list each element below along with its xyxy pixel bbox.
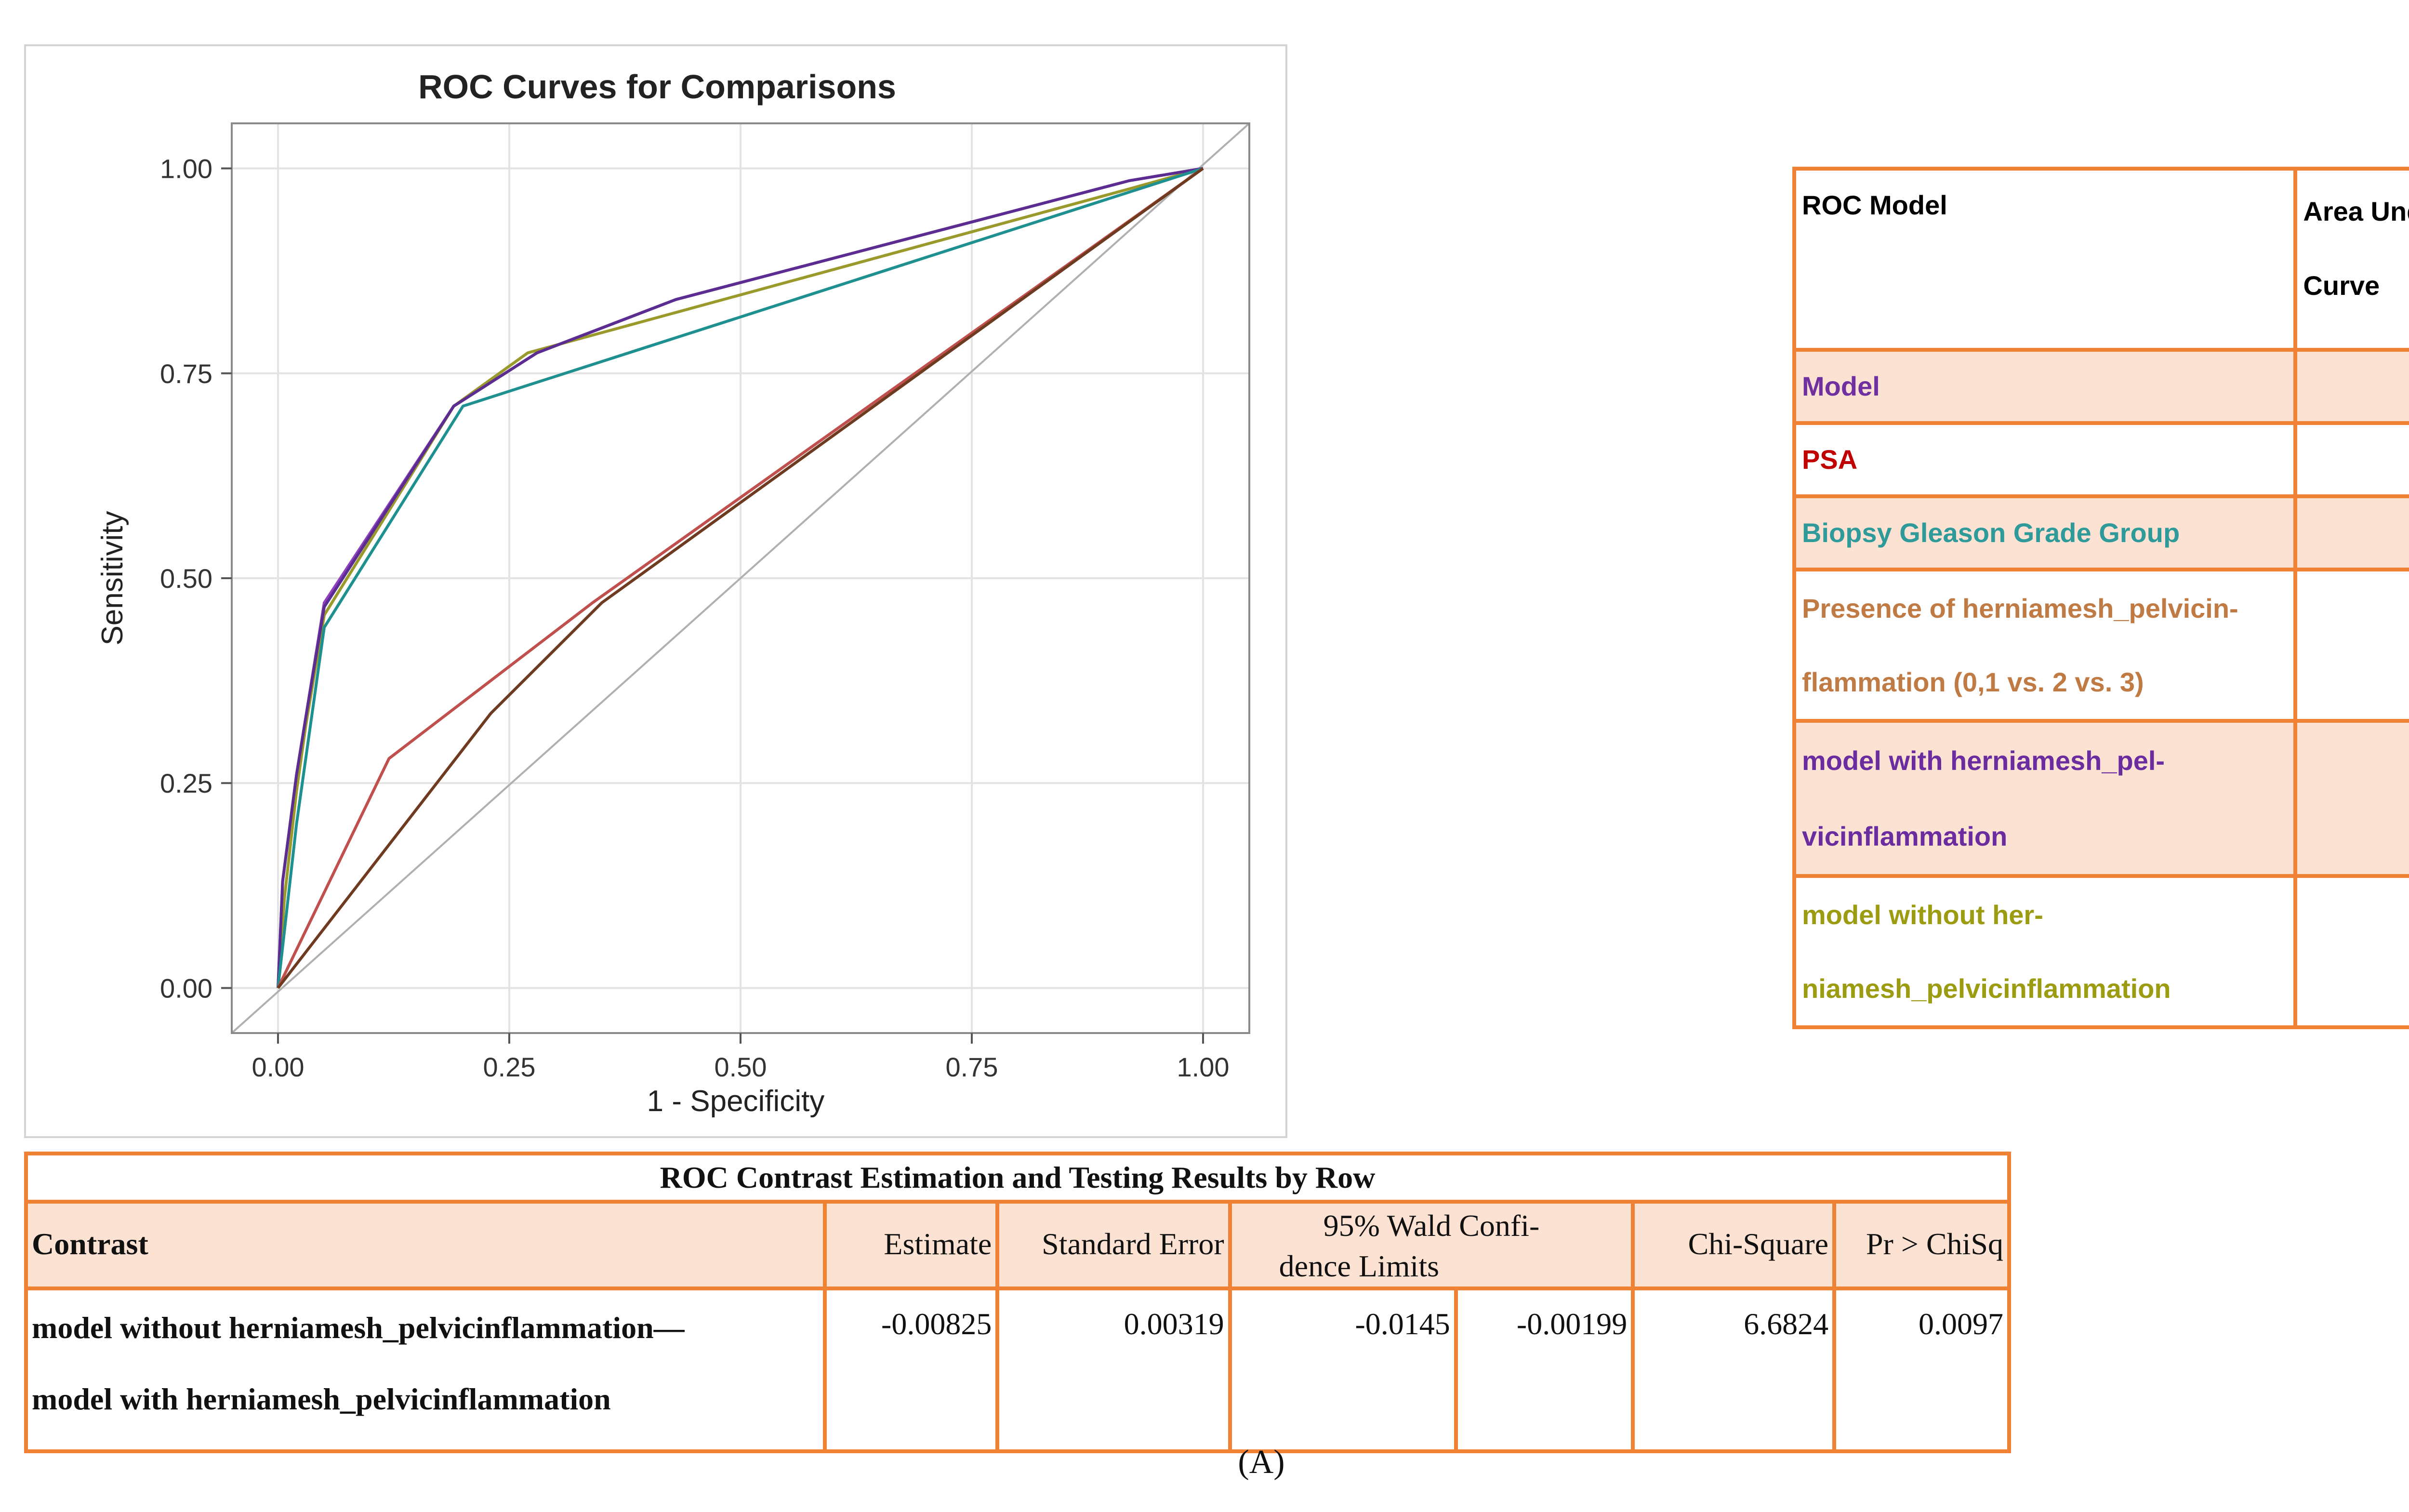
y-tick-label: 0.25 [160, 768, 212, 798]
contrast-row-label-line1: model without herniamesh_pelvicinflammat… [32, 1311, 685, 1345]
auc-row-label-line2: flammation (0,1 vs. 2 vs. 3) [1802, 667, 2144, 697]
auc-header-line2: Curve [2303, 270, 2380, 301]
auc-row-value: 0.5668 [2293, 568, 2409, 723]
auc-row: Model 0.8100 [1792, 348, 2409, 425]
auc-header-model: ROC Model [1792, 167, 2298, 352]
auc-row-value-text: 0.8100 [2303, 723, 2409, 776]
auc-row-value-text: 0.5668 [2303, 571, 2409, 624]
auc-row-value-text: 0.8017 [2303, 878, 2409, 931]
contrast-p-value: 0.0097 [1832, 1287, 2011, 1453]
roc-series [277, 167, 1204, 989]
contrast-data-row: model without herniamesh_pelvicinflammat… [24, 1287, 2011, 1453]
auc-header-line1: Area Under [2303, 196, 2409, 226]
auc-row-label: model without her- niamesh_pelvicinflamm… [1792, 874, 2298, 1029]
auc-row-label-line2: vicinflammation [1802, 821, 2008, 851]
y-tick-label: 0.00 [160, 973, 212, 1003]
y-tick-label: 0.75 [160, 358, 212, 389]
auc-row-label: PSA [1792, 421, 2298, 498]
y-tick-label: 1.00 [160, 154, 212, 184]
figure-caption: (A) [1238, 1444, 1285, 1481]
header-chi-square: Chi-Square [1631, 1200, 1837, 1290]
header-wald-limits: 95% Wald Confi- dence Limits [1228, 1200, 1635, 1290]
contrast-row-label: model without herniamesh_pelvicinflammat… [24, 1287, 827, 1453]
auc-row: Biopsy Gleason Grade Group 0.7832 [1792, 494, 2409, 571]
auc-row-label-line2: niamesh_pelvicinflammation [1802, 973, 2171, 1004]
auc-table: ROC Model Area Under Curve Model 0.8100 … [1792, 167, 2409, 1029]
auc-row-label-line1: model with herniamesh_pel- [1802, 745, 2165, 776]
roc-curve-line [277, 167, 1204, 989]
contrast-row-label-line2: model with herniamesh_pelvicinflammation [32, 1382, 611, 1416]
contrast-upper-limit: -0.00199 [1454, 1287, 1635, 1453]
auc-row-value: 0.8100 [2293, 348, 2409, 425]
x-tick-label: 0.75 [946, 1052, 998, 1082]
header-estimate: Estimate [823, 1200, 1000, 1290]
auc-row: model with herniamesh_pel- vicinflammati… [1792, 719, 2409, 878]
y-tick-label: 0.50 [160, 563, 212, 594]
contrast-title: ROC Contrast Estimation and Testing Resu… [24, 1152, 2011, 1204]
y-axis-ticks: 0.00 0.25 0.50 0.75 1.00 [160, 154, 232, 1003]
contrast-standard-error: 0.00319 [995, 1287, 1232, 1453]
x-tick-label: 1.00 [1177, 1052, 1230, 1082]
auc-row: PSA 0.5810 [1792, 421, 2409, 498]
contrast-title-row: ROC Contrast Estimation and Testing Resu… [24, 1152, 2011, 1204]
header-standard-error: Standard Error [995, 1200, 1232, 1290]
chart-title: ROC Curves for Comparisons [418, 68, 896, 106]
reference-line [231, 122, 1250, 1034]
x-axis-ticks: 0.00 0.25 0.50 0.75 1.00 [252, 1033, 1230, 1082]
auc-row-label: model with herniamesh_pel- vicinflammati… [1792, 719, 2298, 878]
contrast-table: ROC Contrast Estimation and Testing Resu… [24, 1152, 2011, 1453]
auc-row: Presence of herniamesh_pelvicin- flammat… [1792, 568, 2409, 723]
x-tick-label: 0.50 [715, 1052, 767, 1082]
auc-row-value: 0.7832 [2293, 494, 2409, 571]
x-axis-label: 1 - Specificity [647, 1085, 825, 1118]
contrast-header-row: Contrast Estimate Standard Error 95% Wal… [24, 1200, 2011, 1290]
contrast-lower-limit: -0.0145 [1228, 1287, 1458, 1453]
x-tick-label: 0.00 [252, 1052, 304, 1082]
auc-row-value: 0.5810 [2293, 421, 2409, 498]
contrast-estimate: -0.00825 [823, 1287, 1000, 1453]
auc-row-label-line1: Presence of herniamesh_pelvicin- [1802, 593, 2238, 623]
header-p-value: Pr > ChiSq [1832, 1200, 2011, 1290]
header-contrast: Contrast [24, 1200, 827, 1290]
roc-chart-svg: ROC Curves for Comparisons 0.00 0.25 0.50 0… [96, 68, 1250, 1118]
auc-row-label: Biopsy Gleason Grade Group [1792, 494, 2298, 571]
roc-curve-line [277, 167, 1204, 988]
x-tick-label: 0.25 [483, 1052, 536, 1082]
header-wald-line2: dence Limits [1279, 1249, 1439, 1283]
auc-header-area: Area Under Curve [2293, 167, 2409, 352]
grid-lines [232, 123, 1249, 1033]
auc-row-label-line1: model without her- [1802, 900, 2043, 930]
reference-diagonal [231, 122, 1250, 1034]
auc-table-header: ROC Model Area Under Curve [1792, 167, 2409, 352]
auc-row-label: Presence of herniamesh_pelvicin- flammat… [1792, 568, 2298, 723]
auc-row-label: Model [1792, 348, 2298, 425]
header-wald-line1: 95% Wald Confi- [1323, 1208, 1540, 1243]
roc-curve-line [277, 167, 1204, 988]
auc-row-value: 0.8100 [2293, 719, 2409, 878]
roc-curve-line [277, 167, 1204, 989]
contrast-chi-square: 6.6824 [1631, 1287, 1837, 1453]
y-axis-label: Sensitivity [96, 511, 129, 645]
auc-row-value: 0.8017 [2293, 874, 2409, 1029]
auc-row: model without her- niamesh_pelvicinflamm… [1792, 874, 2409, 1029]
roc-chart: ROC Curves for Comparisons 0.00 0.25 0.50 0… [24, 44, 1287, 1138]
